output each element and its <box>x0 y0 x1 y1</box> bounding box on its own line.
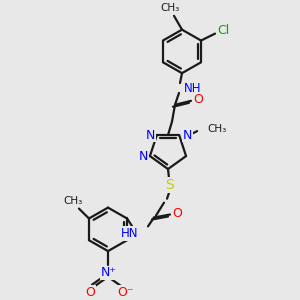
Text: N⁺: N⁺ <box>101 266 117 279</box>
Text: O: O <box>85 286 95 299</box>
Text: CH₃: CH₃ <box>63 196 82 206</box>
Text: O: O <box>193 93 203 106</box>
Text: NH: NH <box>184 82 202 95</box>
Text: HN: HN <box>121 227 138 240</box>
Text: Cl: Cl <box>217 24 229 37</box>
Text: O⁻: O⁻ <box>118 286 134 299</box>
Text: O: O <box>172 207 182 220</box>
Text: N: N <box>146 129 155 142</box>
Text: CH₃: CH₃ <box>160 3 180 13</box>
Text: S: S <box>166 178 174 192</box>
Text: N: N <box>139 150 148 163</box>
Text: CH₃: CH₃ <box>207 124 226 134</box>
Text: N: N <box>183 129 193 142</box>
